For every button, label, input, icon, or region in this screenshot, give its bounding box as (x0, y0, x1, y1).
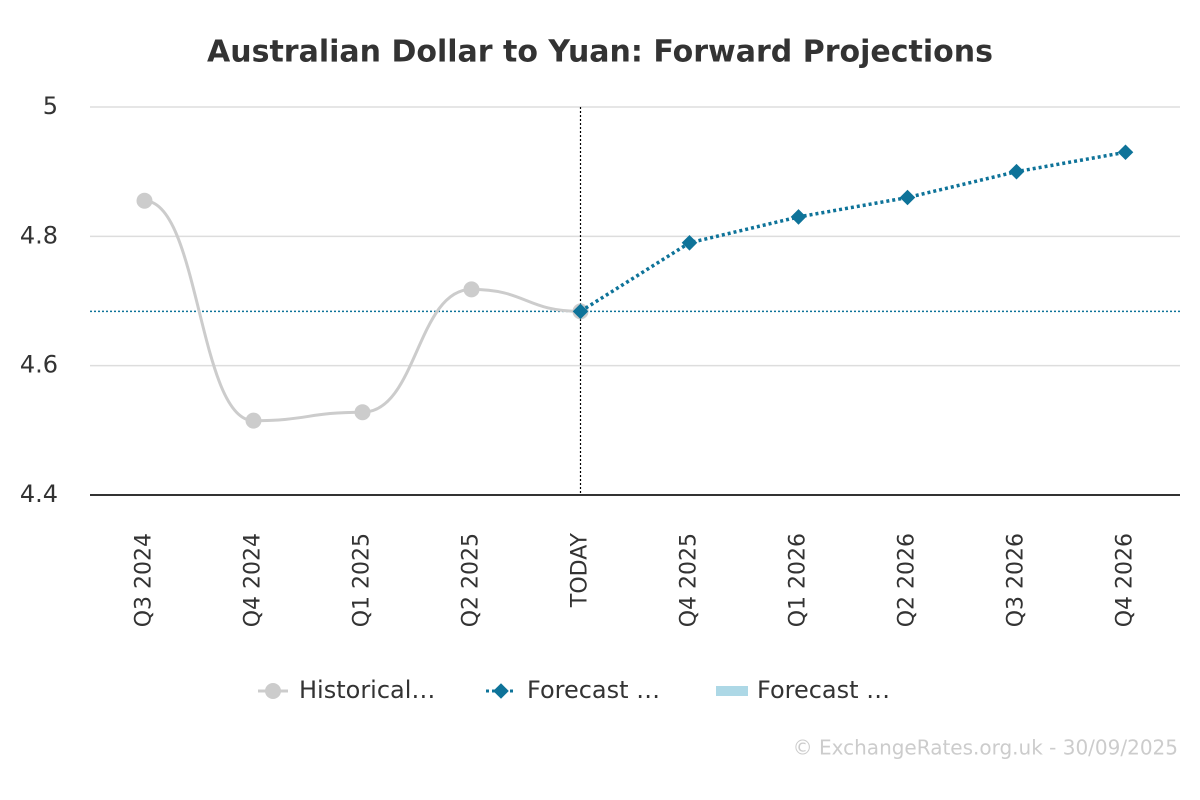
point (1008, 163, 1025, 180)
x-tick-label: Q3 2026 (1004, 533, 1029, 627)
x-tick-label: Q2 2025 (459, 533, 484, 627)
legend-swatch (716, 686, 748, 696)
y-tick-label: 4.8 (20, 221, 58, 249)
x-tick-label: Q2 2026 (895, 533, 920, 627)
x-tick-label: Q1 2026 (786, 533, 811, 627)
point (899, 189, 916, 206)
legend-label: Forecast … (527, 676, 660, 704)
x-tick-label: Q4 2025 (677, 533, 702, 627)
legend-label: Historical… (299, 676, 435, 704)
y-tick-label: 4.4 (20, 480, 58, 508)
y-tick-label: 5 (43, 92, 58, 120)
point (790, 209, 807, 225)
x-tick-label: Q1 2025 (350, 533, 375, 627)
legend-item: Forecast … (486, 676, 660, 704)
x-tick-label: TODAY (568, 532, 593, 608)
point (1117, 144, 1134, 161)
point (245, 412, 262, 429)
point (463, 281, 480, 298)
y-tick-label: 4.6 (20, 351, 58, 379)
legend-label: Forecast … (757, 676, 890, 704)
legend-marker (493, 683, 509, 699)
series-line (579, 150, 1126, 313)
chart-title: Australian Dollar to Yuan: Forward Proje… (207, 35, 993, 70)
legend-item: Forecast … (716, 676, 890, 704)
footer: © ExchangeRates.org.uk - 30/09/2025 (793, 736, 1178, 760)
legend-item: Historical… (258, 676, 435, 704)
x-tick-label: Q4 2024 (241, 533, 266, 627)
point (681, 235, 698, 251)
point (354, 404, 371, 421)
x-tick-label: Q4 2026 (1113, 533, 1138, 627)
x-tick-label: Q3 2024 (132, 533, 157, 627)
legend-marker (265, 683, 281, 699)
point (136, 192, 153, 209)
